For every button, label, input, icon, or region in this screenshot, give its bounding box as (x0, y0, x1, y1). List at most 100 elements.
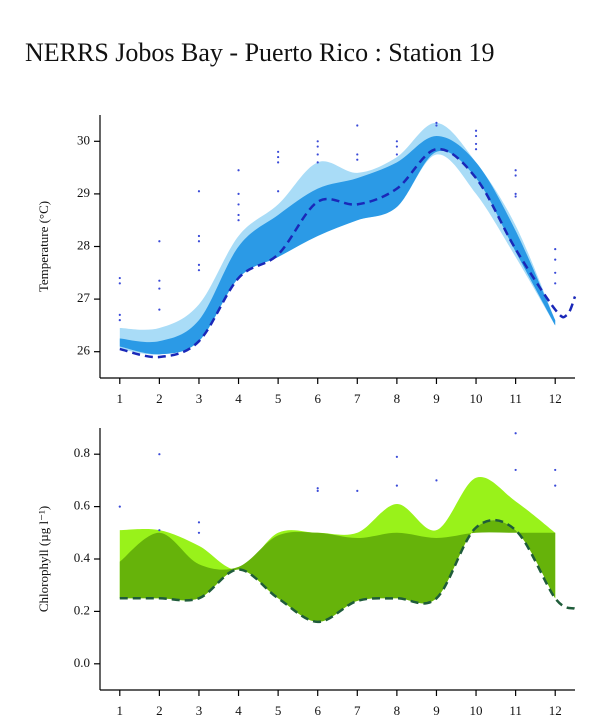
data-point (277, 161, 280, 164)
data-point (554, 484, 557, 487)
data-point (514, 195, 517, 198)
data-point (356, 124, 359, 127)
median-line (119, 518, 576, 624)
x-tick-label: 10 (470, 703, 483, 718)
data-point (514, 174, 517, 177)
y-tick-label: 27 (77, 290, 91, 305)
data-point (237, 203, 240, 206)
data-point (118, 505, 121, 508)
x-tick-label: 3 (196, 391, 203, 406)
x-tick-label: 11 (509, 703, 522, 718)
data-point (554, 282, 557, 285)
y-tick-label: 28 (77, 237, 90, 252)
data-point (514, 192, 517, 195)
data-point (435, 121, 438, 124)
data-point (237, 192, 240, 195)
y-tick-label: 0.6 (74, 498, 91, 513)
data-point (316, 487, 319, 490)
data-point (474, 129, 478, 132)
y-axis-label: Temperature (°C) (36, 201, 51, 292)
data-point (158, 308, 161, 311)
data-point (316, 140, 319, 143)
x-tick-label: 12 (549, 391, 562, 406)
x-tick-label: 2 (156, 391, 163, 406)
data-point (474, 142, 478, 146)
x-tick-label: 10 (470, 391, 483, 406)
x-tick-label: 4 (235, 391, 242, 406)
x-tick-label: 11 (509, 391, 522, 406)
data-point (197, 521, 201, 524)
x-tick-label: 3 (196, 703, 203, 718)
data-point (237, 169, 240, 172)
data-point (356, 158, 359, 161)
y-axis-label: Chlorophyll (µg l⁻¹) (36, 506, 51, 612)
x-tick-label: 1 (117, 391, 124, 406)
data-point (435, 479, 438, 482)
data-point (356, 153, 359, 156)
x-tick-label: 2 (156, 703, 163, 718)
data-point (197, 263, 201, 267)
data-point (197, 190, 201, 193)
data-point (197, 531, 201, 534)
data-point (118, 282, 121, 285)
data-point (197, 269, 201, 272)
data-point (395, 455, 398, 458)
y-tick-label: 0.0 (74, 655, 90, 670)
data-point (118, 319, 121, 322)
x-tick-label: 4 (235, 703, 242, 718)
x-tick-label: 6 (314, 703, 321, 718)
x-tick-label: 7 (354, 391, 361, 406)
data-point (435, 124, 438, 127)
y-tick-label: 0.2 (74, 602, 90, 617)
data-point (158, 279, 161, 282)
y-tick-label: 0.4 (74, 550, 91, 565)
band (119, 122, 556, 355)
y-tick-label: 29 (77, 185, 90, 200)
x-tick-label: 1 (117, 703, 124, 718)
data-point (237, 213, 240, 217)
data-point (514, 169, 517, 172)
x-tick-label: 7 (354, 703, 361, 718)
median-line (119, 147, 577, 359)
data-point (158, 453, 161, 456)
data-point (554, 271, 557, 274)
data-point (277, 190, 280, 193)
data-point (554, 248, 557, 251)
data-point (554, 468, 557, 472)
data-point (237, 219, 240, 222)
data-point (316, 145, 319, 148)
data-point (158, 240, 161, 243)
data-point (197, 234, 201, 238)
data-point (316, 153, 319, 156)
x-tick-label: 8 (394, 391, 401, 406)
data-point (514, 432, 517, 435)
chart-title: NERRS Jobos Bay - Puerto Rico : Station … (25, 38, 494, 67)
data-point (395, 484, 398, 487)
data-point (554, 258, 557, 261)
data-point (316, 489, 319, 492)
data-point (277, 150, 280, 153)
x-tick-label: 12 (549, 703, 562, 718)
band (119, 520, 556, 622)
data-point (474, 148, 478, 151)
y-tick-label: 0.8 (74, 445, 90, 460)
data-point (474, 134, 478, 138)
data-point (158, 529, 161, 532)
data-point (316, 161, 319, 164)
y-tick-label: 30 (77, 132, 90, 147)
data-point (395, 140, 398, 143)
data-point (158, 287, 161, 290)
data-point (395, 153, 398, 156)
x-tick-label: 9 (433, 703, 440, 718)
data-point (118, 276, 121, 280)
x-tick-label: 9 (433, 391, 440, 406)
x-tick-label: 6 (314, 391, 321, 406)
data-point (356, 489, 359, 492)
data-point (514, 468, 517, 472)
x-tick-label: 5 (275, 703, 282, 718)
data-point (277, 155, 280, 159)
x-tick-label: 8 (394, 703, 401, 718)
x-tick-label: 5 (275, 391, 282, 406)
data-point (395, 145, 398, 148)
